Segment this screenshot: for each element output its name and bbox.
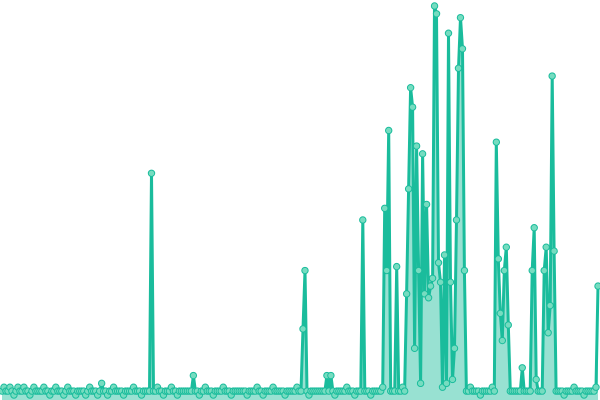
data-point-275 [546,301,554,310]
data-point-205 [406,83,415,92]
data-point-75 [147,169,156,177]
data-point-230 [456,13,465,22]
data-point-152 [301,266,309,275]
data-point-248 [492,138,501,146]
data-point-217 [430,2,439,10]
data-point-253 [502,243,511,251]
data-point-204 [404,185,413,193]
data-point-191 [379,383,387,391]
data-point-222 [440,251,449,259]
data-point-192 [381,204,389,212]
data-point-209 [414,266,423,275]
data-point-210 [416,379,425,388]
data-point-231 [458,45,467,53]
data-point-274 [544,329,552,337]
data-point-165 [327,371,335,380]
data-point-203 [402,290,411,298]
data-point-181 [359,216,367,224]
data-point-254 [504,321,513,329]
data-point-219 [434,259,443,267]
data-point-267 [530,224,538,232]
data-point-251 [498,336,507,345]
data-point-96 [189,371,198,380]
data-point-228 [452,216,461,224]
data-point-220 [436,278,445,286]
data-point-232 [460,266,469,275]
data-point-211 [418,150,427,158]
data-point-198 [392,262,401,271]
data-point-226 [448,375,457,384]
data-point-298 [592,383,600,391]
data-point-194 [385,126,393,135]
series-line [0,4,600,397]
data-point-206 [408,103,417,111]
data-point-276 [548,72,556,80]
data-point-272 [540,266,548,275]
data-point-215 [426,282,435,290]
data-point-202 [400,387,409,395]
data-point-216 [428,274,437,282]
data-point-261 [518,364,526,372]
data-point-299 [594,282,600,290]
data-point-214 [424,294,433,302]
data-point-266 [528,266,536,275]
data-point-193 [383,266,391,275]
data-point-150 [297,387,305,395]
data-point-208 [412,142,421,150]
data-point-227 [450,344,459,353]
data-point-229 [454,64,463,72]
data-point-218 [432,10,441,18]
data-point-151 [299,325,307,333]
data-point-268 [532,375,540,384]
data-point-273 [542,243,550,251]
data-point-265 [526,387,534,395]
data-point-50 [97,379,106,388]
data-point-271 [538,387,546,395]
data-point-250 [496,309,505,318]
data-point-224 [444,29,453,37]
data-point-277 [550,247,558,255]
data-point-223 [442,379,451,388]
data-point-247 [490,387,499,395]
data-point-207 [410,344,419,353]
data-point-213 [422,200,431,209]
data-point-225 [446,278,455,286]
data-point-252 [500,266,509,275]
data-point-249 [494,255,503,263]
